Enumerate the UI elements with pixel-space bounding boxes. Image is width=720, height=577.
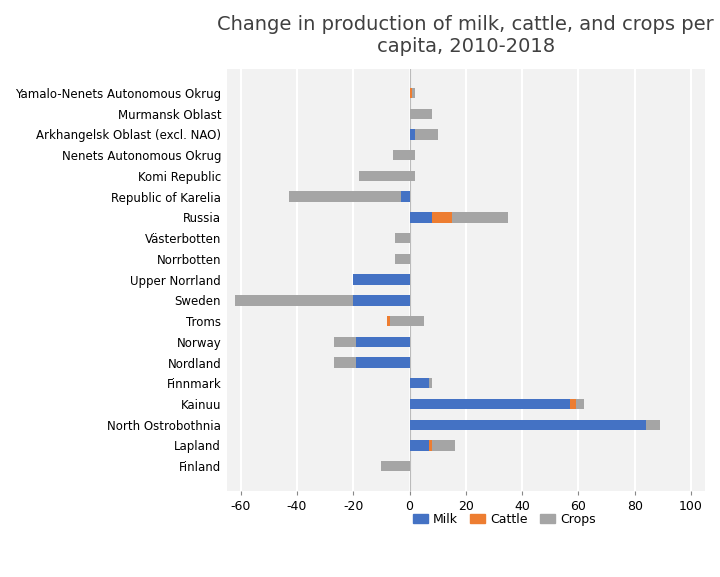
- Bar: [354, 295, 410, 305]
- Bar: [432, 212, 451, 223]
- Bar: [410, 440, 429, 451]
- Bar: [410, 399, 570, 409]
- Bar: [333, 357, 356, 368]
- Bar: [410, 150, 415, 160]
- Bar: [415, 129, 438, 140]
- Bar: [570, 399, 575, 409]
- Legend: Milk, Cattle, Crops: Milk, Cattle, Crops: [408, 508, 600, 531]
- Bar: [429, 440, 432, 451]
- Bar: [395, 233, 410, 243]
- Bar: [354, 336, 356, 347]
- Bar: [423, 108, 432, 119]
- Bar: [387, 316, 390, 326]
- Bar: [410, 378, 429, 388]
- Bar: [354, 336, 410, 347]
- Bar: [382, 461, 410, 471]
- Bar: [392, 150, 415, 160]
- Bar: [575, 399, 584, 409]
- Bar: [289, 192, 401, 202]
- Title: Change in production of milk, cattle, and crops per
capita, 2010-2018: Change in production of milk, cattle, an…: [217, 15, 714, 56]
- Bar: [410, 212, 432, 223]
- Bar: [410, 108, 423, 119]
- Bar: [410, 88, 413, 98]
- Bar: [354, 357, 410, 368]
- Bar: [410, 129, 438, 140]
- Bar: [401, 192, 410, 202]
- Bar: [354, 275, 410, 285]
- Bar: [354, 357, 356, 368]
- Bar: [657, 419, 660, 430]
- Bar: [359, 171, 415, 181]
- Bar: [390, 316, 423, 326]
- Bar: [410, 108, 432, 119]
- Bar: [395, 254, 410, 264]
- Bar: [413, 88, 415, 98]
- Bar: [429, 378, 432, 388]
- Bar: [387, 316, 410, 326]
- Bar: [235, 295, 354, 305]
- Bar: [333, 336, 356, 347]
- Bar: [451, 212, 508, 223]
- Bar: [410, 171, 415, 181]
- Bar: [646, 419, 660, 430]
- Bar: [432, 440, 454, 451]
- Bar: [410, 419, 657, 430]
